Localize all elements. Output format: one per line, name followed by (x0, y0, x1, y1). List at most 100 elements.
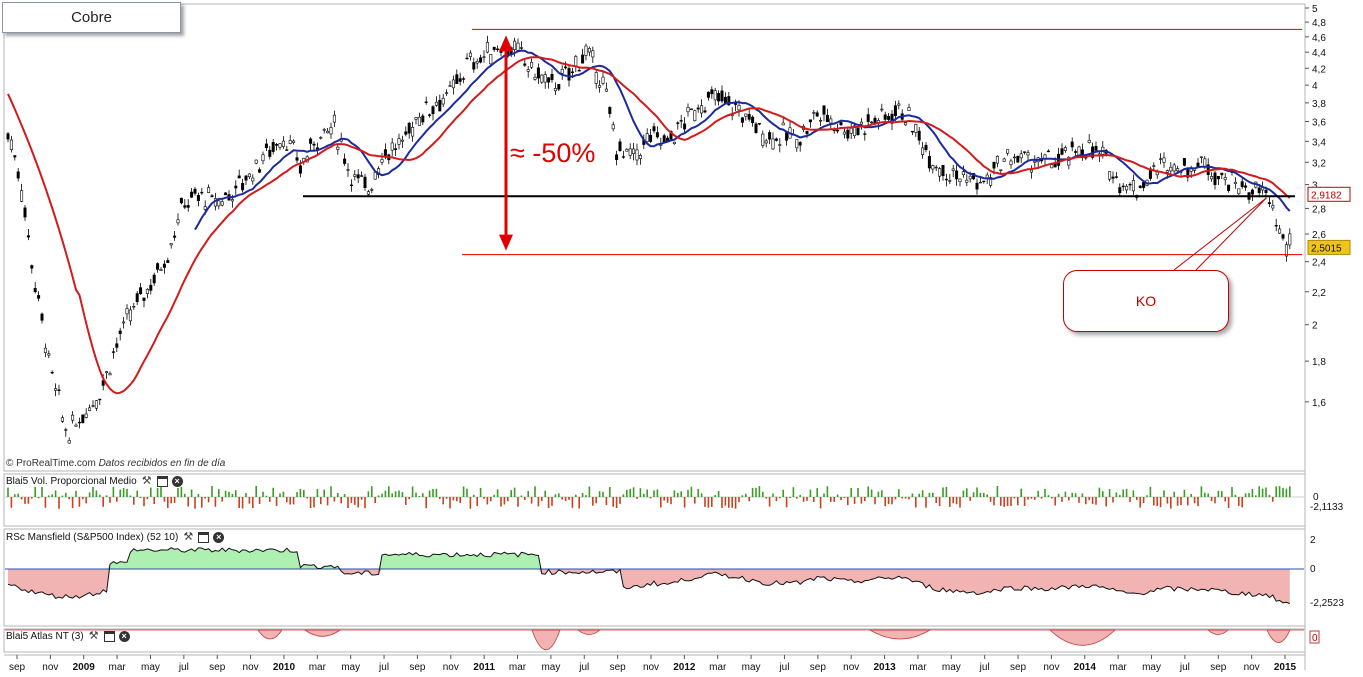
candle-body (108, 373, 112, 376)
volume-bar (160, 487, 162, 497)
close-icon[interactable]: × (213, 532, 225, 543)
volume-bar (156, 488, 159, 497)
candle-body (751, 116, 755, 123)
volume-bar (432, 488, 434, 497)
time-axis-label: sep (209, 662, 226, 673)
time-axis-label: 2015 (1274, 662, 1297, 673)
volume-bar (153, 497, 155, 504)
volume-bar (143, 497, 145, 507)
candle-body (601, 76, 605, 84)
candle-body (846, 129, 850, 139)
candle-body (982, 180, 986, 183)
wrench-icon[interactable]: ⚒ (141, 475, 152, 487)
time-axis-label: mar (909, 662, 927, 673)
window-icon[interactable] (198, 532, 210, 543)
volume-bar (44, 497, 47, 508)
volume-bar (1119, 495, 1121, 497)
volume-bar (496, 489, 499, 497)
volume-bar (435, 488, 438, 497)
volume-bar (578, 497, 580, 509)
volume-bar (214, 497, 217, 507)
candle-body (934, 166, 938, 169)
price-axis-label: 4,2 (1312, 64, 1326, 75)
volume-bar (68, 497, 70, 500)
volume-bar (316, 489, 319, 497)
volume-bar (1115, 492, 1118, 497)
time-axis-label: 2013 (873, 662, 896, 673)
candle-body (462, 78, 466, 80)
volume-bar (388, 486, 390, 497)
volume-bar (598, 491, 601, 497)
wrench-icon[interactable]: ⚒ (88, 630, 99, 642)
volume-bar (561, 497, 563, 500)
price-axis-label: 3,6 (1312, 118, 1326, 129)
volume-bar (313, 497, 315, 508)
candle-body (431, 106, 435, 115)
candle-body (50, 371, 54, 374)
candle-body (1271, 205, 1275, 209)
candle-body (564, 66, 568, 69)
drop-percentage-label: ≈ -50% (510, 138, 596, 168)
candle-body (268, 149, 272, 157)
time-axis-label: may (942, 662, 961, 673)
mansfield-axis-label: 0 (1310, 564, 1316, 575)
candle-body (319, 137, 323, 139)
window-icon[interactable] (156, 476, 168, 487)
volume-bar (170, 497, 172, 504)
volume-bar (649, 497, 652, 499)
candle-body (523, 63, 527, 66)
candle-body (591, 50, 595, 58)
volume-bar (602, 491, 604, 497)
candle-body (686, 107, 690, 113)
volume-bar (1105, 497, 1107, 507)
candle-body (451, 79, 455, 89)
volume-bar (374, 497, 376, 504)
volume-bar (527, 490, 529, 497)
volume-bar (1210, 497, 1213, 502)
mansfield-fill-layer: 2 0 -2,2523 (5, 535, 1344, 609)
candle-body (142, 297, 146, 301)
candle-body (859, 121, 863, 125)
candle-body (336, 146, 340, 150)
volume-bar (643, 493, 645, 497)
volume-bar (405, 497, 407, 505)
volume-bar (231, 494, 234, 497)
volume-bar (857, 487, 859, 497)
candle-body (458, 78, 462, 82)
candle-body (598, 85, 602, 88)
volume-bar (452, 497, 455, 501)
candle-body (706, 91, 710, 98)
price-axis: 5 4,8 4,6 4,4 4,2 4 3,8 3,6 3,4 3,2 3 2,8 2,6 2,4 2,2 2… (1305, 4, 1326, 409)
window-icon[interactable] (103, 631, 115, 642)
volume-bar (959, 497, 961, 508)
volume-bar (1098, 487, 1101, 497)
volume-bar (1153, 497, 1155, 506)
candle-body (281, 140, 285, 147)
volume-bar (354, 497, 356, 505)
volume-bar (75, 490, 77, 497)
price-axis-label: 4 (1312, 81, 1318, 92)
volume-bar (129, 495, 132, 497)
price-axis-label: 2,2 (1312, 288, 1326, 299)
candle-body (128, 309, 132, 322)
volume-bar (238, 497, 240, 509)
candle-body (57, 389, 61, 391)
volume-bar (1183, 489, 1186, 497)
volume-bar (1244, 493, 1247, 497)
candle-body (611, 124, 615, 130)
wrench-icon[interactable]: ⚒ (183, 531, 194, 543)
volume-bar (333, 497, 336, 502)
time-axis-label: nov (42, 662, 58, 673)
close-icon[interactable]: × (118, 631, 130, 642)
candle-body (482, 56, 486, 58)
close-icon[interactable]: × (171, 476, 183, 487)
candle-body (863, 133, 867, 135)
candle-body (921, 147, 925, 155)
candle-body (516, 42, 520, 51)
candle-body (424, 101, 428, 103)
candle-body (71, 414, 75, 421)
volume-bar (986, 494, 988, 497)
candle-body (536, 67, 540, 79)
volume-bar (826, 486, 829, 497)
candle-body (778, 144, 782, 146)
